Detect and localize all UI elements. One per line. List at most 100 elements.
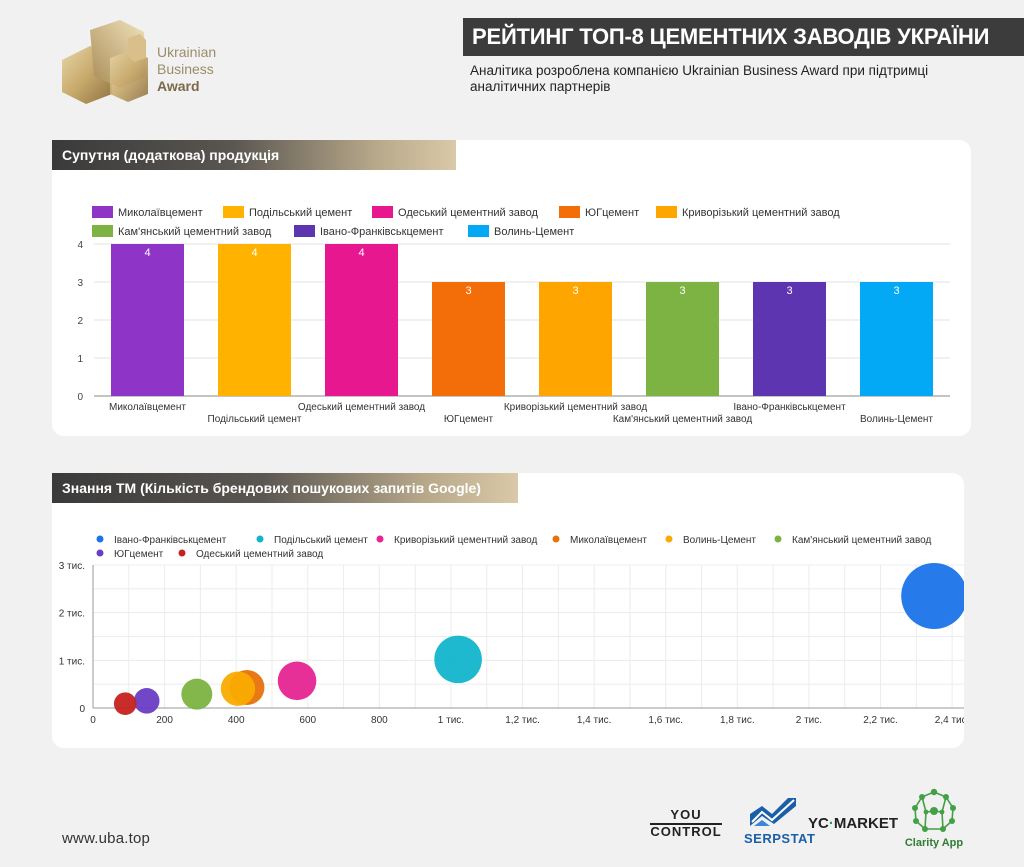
bubble-волинь-цемент[interactable] — [220, 671, 256, 706]
legend-item-одеський-цементний-завод[interactable]: Одеський цементний завод — [372, 206, 539, 219]
legend-label: Миколаївцемент — [570, 535, 647, 546]
legend-swatch — [294, 225, 315, 237]
legend-label: Одеський цементний завод — [196, 549, 323, 560]
bar-криворізький-цементний-завод[interactable] — [539, 282, 612, 396]
legend-dot — [256, 535, 264, 543]
legend-label: ЮГцемент — [114, 549, 164, 560]
legend-item-кам-янський-цементний-завод[interactable]: Кам'янський цементний завод — [92, 225, 272, 238]
bar-івано-франківськцемент[interactable] — [753, 282, 826, 396]
serpstat-logo: SERPSTAT — [744, 794, 815, 846]
x-tick-label: 200 — [156, 715, 173, 726]
bar-value-label: 3 — [679, 285, 685, 297]
y-tick-label: 2 — [77, 316, 83, 327]
uba-logo — [62, 20, 148, 104]
x-tick-label: Криворізький цементний завод — [504, 402, 648, 413]
bar-одеський-цементний-завод[interactable] — [325, 244, 398, 396]
x-tick-label: 0 — [90, 715, 96, 726]
x-tick-label: 2 тис. — [796, 715, 822, 726]
page-subtitle: Аналітика розроблена компанією Ukrainian… — [470, 63, 929, 94]
legend-swatch — [92, 225, 113, 237]
x-tick-label: 1,6 тис. — [648, 715, 683, 726]
legend-item-криворізький-цементний-завод[interactable]: Криворізький цементний завод — [656, 206, 840, 219]
legend-item-волинь-цемент[interactable]: Волинь-Цемент — [468, 225, 574, 238]
y-tick-label: 3 — [77, 278, 83, 289]
legend-label: Івано-Франківськцемент — [114, 535, 227, 546]
x-tick-label: Одеський цементний завод — [298, 402, 425, 413]
legend-dot — [178, 549, 186, 557]
x-tick-label: 1,4 тис. — [577, 715, 612, 726]
bar-value-label: 3 — [465, 285, 471, 297]
bar-югцемент[interactable] — [432, 282, 505, 396]
legend-label: Криворізький цементний завод — [394, 535, 538, 546]
legend-label: Кам'янський цементний завод — [792, 535, 932, 546]
ycmarket-logo: YC·MARKET — [808, 815, 899, 832]
bar-value-label: 4 — [251, 247, 257, 259]
youcontrol-logo: YOU CONTROL — [650, 807, 722, 839]
y-tick-label: 4 — [77, 240, 83, 251]
x-tick-label: 1,8 тис. — [720, 715, 755, 726]
bar-value-label: 3 — [893, 285, 899, 297]
legend-label: Івано-Франківськцемент — [320, 226, 444, 238]
y-tick-label: 1 — [77, 354, 83, 365]
legend-label: Волинь-Цемент — [494, 226, 574, 238]
legend-dot — [552, 535, 560, 543]
legend-item-івано-франківськцемент[interactable]: Івано-Франківськцемент — [294, 225, 444, 238]
legend-item-подільський-цемент[interactable]: Подільський цемент — [223, 206, 352, 219]
bar-волинь-цемент[interactable] — [860, 282, 933, 396]
bubble-chart-section-title: Знання ТМ (Кількість брендових пошукових… — [52, 473, 518, 503]
x-tick-label: 1 тис. — [438, 715, 464, 726]
bar-chart-section-title: Супутня (додаткова) продукція — [52, 140, 456, 170]
bubble-івано-франківськцемент[interactable] — [901, 562, 964, 629]
bubble-югцемент[interactable] — [133, 688, 160, 714]
legend-item-івано-франківськцемент[interactable]: Івано-Франківськцемент — [96, 535, 227, 546]
bubble-кам-янський-цементний-завод[interactable] — [181, 678, 213, 710]
footer-url[interactable]: www.uba.top — [62, 830, 151, 847]
legend-item-югцемент[interactable]: ЮГцемент — [559, 206, 639, 219]
x-tick-label: Івано-Франківськцемент — [733, 402, 846, 413]
x-tick-label: Миколаївцемент — [109, 402, 186, 413]
x-tick-label: 600 — [299, 715, 316, 726]
x-tick-label: Подільський цемент — [208, 414, 302, 425]
legend-dot — [774, 535, 782, 543]
bar-value-label: 3 — [786, 285, 792, 297]
legend-item-югцемент[interactable]: ЮГцемент — [96, 549, 164, 560]
legend-item-миколаївцемент[interactable]: Миколаївцемент — [552, 535, 648, 546]
y-tick-label: 1 тис. — [59, 656, 85, 667]
y-tick-label: 0 — [79, 704, 85, 715]
x-tick-label: 1,2 тис. — [505, 715, 540, 726]
x-tick-label: Кам'янський цементний завод — [613, 414, 753, 425]
bar-миколаївцемент[interactable] — [111, 244, 184, 396]
bar-chart: Миколаївцемент Подільський цемент Одеський… — [77, 206, 950, 425]
legend-swatch — [468, 225, 489, 237]
legend-item-кам-янський-цементний-завод[interactable]: Кам'янський цементний завод — [774, 535, 932, 546]
legend-item-криворізький-цементний-завод[interactable]: Криворізький цементний завод — [376, 535, 538, 546]
y-tick-label: 2 тис. — [59, 609, 85, 620]
legend-label: Криворізький цементний завод — [682, 207, 840, 219]
bar-кам-янський-цементний-завод[interactable] — [646, 282, 719, 396]
legend-item-одеський-цементний-завод[interactable]: Одеський цементний завод — [178, 549, 324, 560]
y-tick-label: 0 — [77, 392, 83, 403]
bubble-криворізький-цементний-завод[interactable] — [277, 661, 317, 701]
bubble-подільський-цемент[interactable] — [434, 635, 482, 684]
x-tick-label: 2,2 тис. — [863, 715, 898, 726]
bar-value-label: 4 — [358, 247, 364, 259]
legend-swatch — [92, 206, 113, 218]
x-tick-label: 2,4 тис. — [935, 715, 964, 726]
y-tick-label: 3 тис. — [59, 561, 85, 572]
legend-label: Волинь-Цемент — [683, 535, 756, 546]
legend-item-подільський-цемент[interactable]: Подільський цемент — [256, 535, 369, 546]
legend-swatch — [559, 206, 580, 218]
bubble-одеський-цементний-завод[interactable] — [113, 692, 137, 716]
legend-label: Миколаївцемент — [118, 207, 203, 219]
bar-value-label: 3 — [572, 285, 578, 297]
legend-item-миколаївцемент[interactable]: Миколаївцемент — [92, 206, 203, 219]
page-title: РЕЙТИНГ ТОП-8 ЦЕМЕНТНИХ ЗАВОДІВ УКРАЇНИ — [463, 18, 1024, 56]
bar-подільський-цемент[interactable] — [218, 244, 291, 396]
x-tick-label: 800 — [371, 715, 388, 726]
legend-item-волинь-цемент[interactable]: Волинь-Цемент — [665, 535, 757, 546]
bubble-chart: Івано-Франківськцемент Подільський цемент… — [59, 535, 964, 726]
legend-label: Подільський цемент — [274, 535, 368, 546]
x-tick-label: Волинь-Цемент — [860, 414, 933, 425]
bar-value-label: 4 — [144, 247, 150, 259]
legend-swatch — [372, 206, 393, 218]
